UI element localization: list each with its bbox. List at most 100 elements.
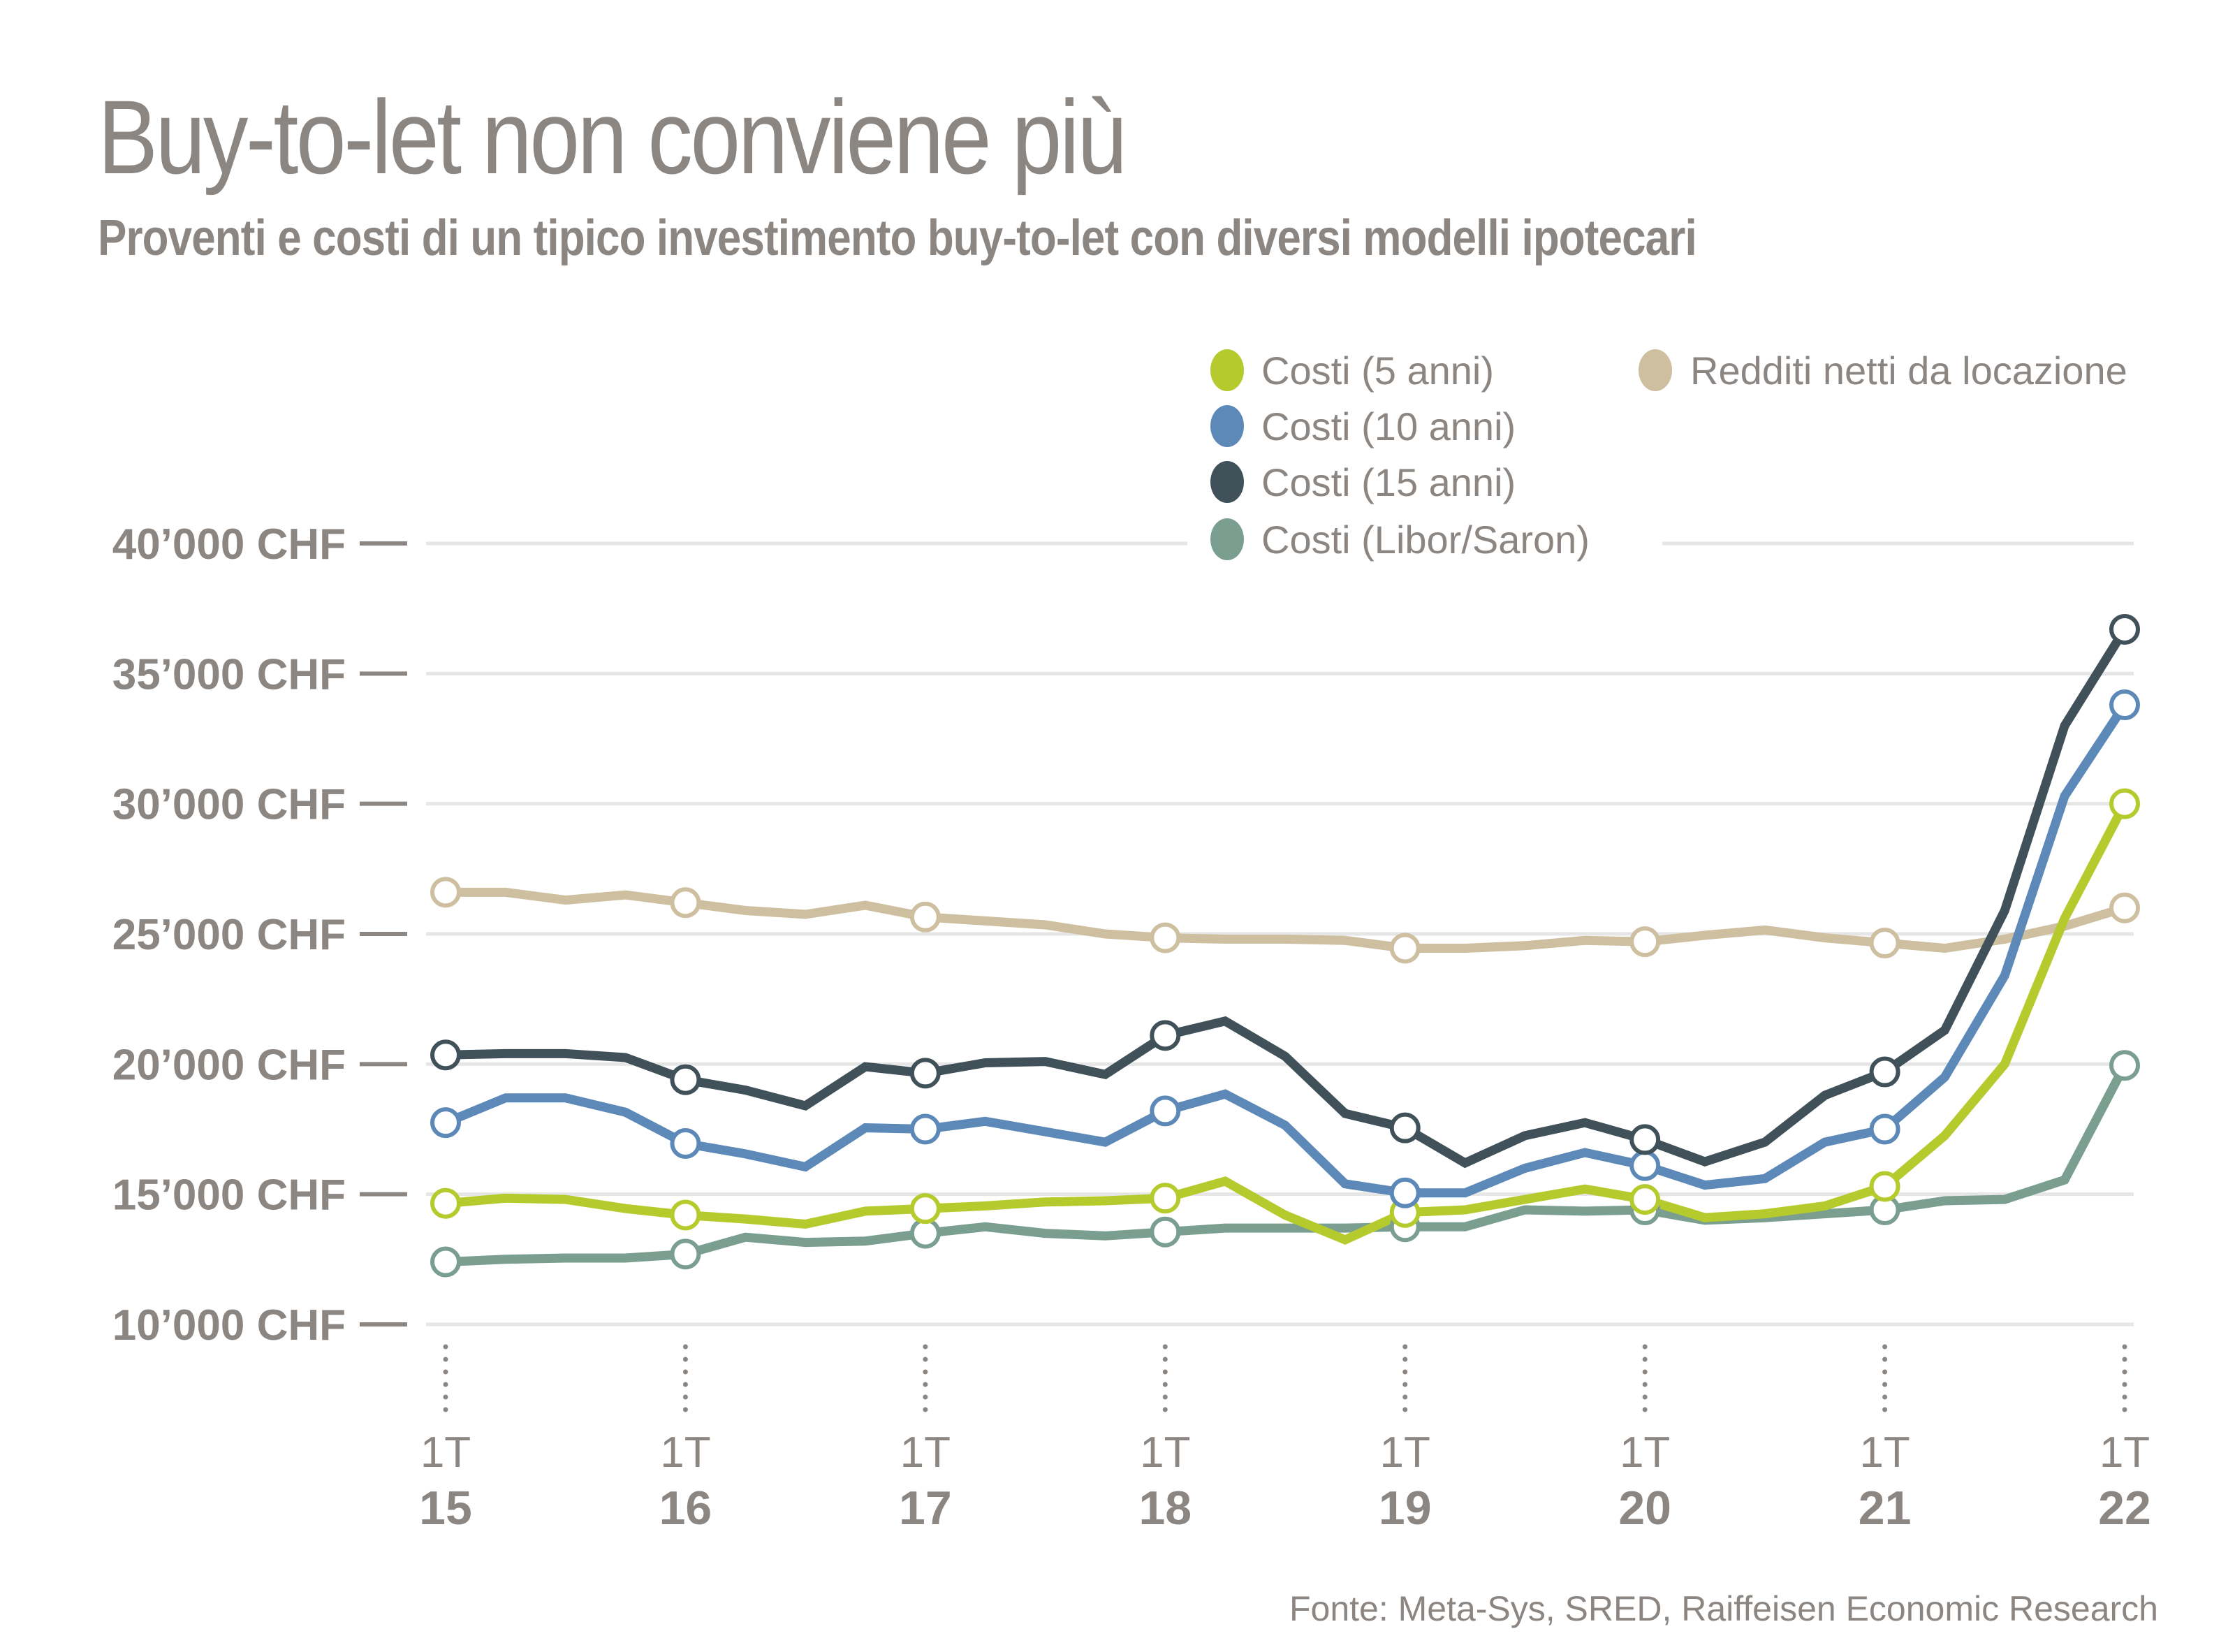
x-tick-dot <box>923 1407 928 1412</box>
x-tick-dot <box>1402 1382 1408 1387</box>
data-point-costi-5-anni <box>1629 1184 1661 1215</box>
legend-label-costi-10: Costi (10 anni) <box>1261 404 1516 448</box>
legend-swatch-costi-libor <box>1210 518 1244 560</box>
data-point-costi-libor-saron <box>2109 1050 2140 1081</box>
data-point-costi-15-anni <box>670 1064 701 1095</box>
chart-title: Buy-to-let non conviene più <box>98 78 1127 196</box>
x-tick-year: 21 <box>1859 1482 1912 1535</box>
x-tick-dot <box>443 1394 448 1400</box>
x-tick-dot <box>2122 1369 2127 1375</box>
series-line-costi-5-anni <box>445 801 2129 1245</box>
x-tick-dot <box>1402 1369 1408 1375</box>
x-tick-dot <box>1882 1357 1888 1362</box>
x-tick-dot <box>1642 1382 1648 1387</box>
data-point-costi-15-anni <box>2109 613 2140 645</box>
series-markers <box>430 613 2140 1278</box>
x-tick-dot <box>1642 1369 1648 1375</box>
x-tick-dot <box>682 1382 688 1387</box>
y-tick-label: 15’000 CHF <box>112 1171 346 1220</box>
data-point-costi-10-anni <box>2109 689 2140 721</box>
data-point-redditi-netti-da-locazione <box>1150 922 1181 953</box>
legend-item-redditi: Redditi netti da locazione <box>1639 349 2127 393</box>
series-lines <box>444 627 2129 1267</box>
x-tick-dot <box>443 1369 448 1375</box>
series-line-costi-10-anni <box>444 702 2129 1198</box>
x-tick-year: 22 <box>2098 1482 2151 1535</box>
x-tick-dot <box>2122 1407 2127 1412</box>
x-tick-year: 19 <box>1379 1482 1432 1535</box>
x-tick-dot <box>1402 1407 1408 1412</box>
x-tick-dot <box>1882 1407 1888 1412</box>
legend-item-costi-15: Costi (15 anni) <box>1210 460 1516 504</box>
x-tick-dot <box>682 1369 688 1375</box>
data-point-costi-10-anni <box>1150 1095 1181 1127</box>
x-tick-dot <box>1642 1344 1648 1350</box>
data-point-redditi-netti-da-locazione <box>1629 926 1661 958</box>
data-point-costi-5-anni <box>670 1199 701 1231</box>
series-line-costi-15-anni <box>445 627 2129 1169</box>
x-tick-dot <box>923 1344 928 1350</box>
legend-swatch-costi-10 <box>1210 405 1244 447</box>
x-tick-year: 15 <box>419 1482 472 1535</box>
data-point-costi-15-anni <box>1869 1056 1900 1088</box>
y-tick-label: 25’000 CHF <box>112 911 346 959</box>
x-tick-dot <box>1642 1394 1648 1400</box>
data-point-redditi-netti-da-locazione <box>430 877 461 908</box>
x-tick-dot <box>1882 1344 1888 1350</box>
x-tick-dot <box>1162 1407 1168 1412</box>
x-tick-dot <box>682 1394 688 1400</box>
x-tick-dot <box>1162 1394 1168 1400</box>
data-point-costi-5-anni <box>430 1187 461 1219</box>
legend-label-redditi: Redditi netti da locazione <box>1690 349 2127 393</box>
x-tick-quarter: 1T <box>1380 1428 1430 1477</box>
legend-label-costi-libor: Costi (Libor/Saron) <box>1261 518 1590 562</box>
x-tick-dot <box>923 1394 928 1400</box>
x-axis: 1T 15 1T 16 1T 17 1T 18 1T 19 1T 20 1T 21 1T 22 <box>419 1344 2151 1535</box>
legend-item-costi-5: Costi (5 anni) <box>1210 349 1494 393</box>
x-tick-dot <box>1402 1344 1408 1350</box>
x-tick-dot <box>1162 1357 1168 1362</box>
x-tick-dot <box>2122 1382 2127 1387</box>
legend-item-costi-10: Costi (10 anni) <box>1210 404 1516 448</box>
data-point-costi-15-anni <box>1389 1112 1421 1143</box>
x-tick-dot <box>1402 1394 1408 1400</box>
x-tick-year: 20 <box>1618 1482 1671 1535</box>
x-tick-dot <box>682 1407 688 1412</box>
legend-background <box>1187 517 1662 566</box>
x-tick-quarter: 1T <box>1859 1428 1910 1477</box>
x-tick-quarter: 1T <box>420 1428 471 1477</box>
x-tick-dot <box>1162 1369 1168 1375</box>
y-tick-label: 10’000 CHF <box>112 1301 346 1350</box>
x-tick-quarter: 1T <box>660 1428 710 1477</box>
y-tick-label: 40’000 CHF <box>112 520 346 569</box>
data-point-costi-libor-saron <box>909 1218 941 1249</box>
y-tick-label: 30’000 CHF <box>112 781 346 829</box>
data-point-redditi-netti-da-locazione <box>1869 928 1900 959</box>
data-point-costi-libor-saron <box>430 1246 461 1278</box>
data-point-costi-libor-saron <box>1150 1216 1181 1248</box>
x-tick-dot <box>443 1357 448 1362</box>
data-point-costi-10-anni <box>1389 1177 1421 1208</box>
data-point-costi-5-anni <box>1869 1171 1900 1202</box>
x-tick-year: 17 <box>899 1482 952 1535</box>
x-tick-dot <box>1162 1382 1168 1387</box>
data-point-costi-10-anni <box>430 1107 461 1139</box>
chart-subtitle: Proventi e costi di un tipico investimen… <box>98 210 1697 266</box>
y-tick-label: 20’000 CHF <box>112 1041 346 1089</box>
data-point-costi-15-anni <box>909 1058 941 1089</box>
data-point-costi-10-anni <box>670 1127 701 1159</box>
data-point-redditi-netti-da-locazione <box>1389 933 1421 964</box>
y-axis: 40’000 CHF 35’000 CHF 30’000 CHF 25’000 CHF… <box>112 520 407 1350</box>
data-point-costi-15-anni <box>430 1039 461 1071</box>
x-tick-dot <box>1642 1357 1648 1362</box>
x-tick-dot <box>2122 1344 2127 1350</box>
legend-label-costi-5: Costi (5 anni) <box>1261 349 1494 393</box>
data-point-costi-10-anni <box>909 1113 941 1145</box>
data-point-costi-5-anni <box>1150 1183 1181 1214</box>
x-tick-dot <box>1162 1344 1168 1350</box>
y-tick-label: 35’000 CHF <box>112 650 346 699</box>
legend-swatch-costi-15 <box>1210 461 1244 503</box>
x-tick-year: 18 <box>1138 1482 1192 1535</box>
x-tick-quarter: 1T <box>1140 1428 1190 1477</box>
